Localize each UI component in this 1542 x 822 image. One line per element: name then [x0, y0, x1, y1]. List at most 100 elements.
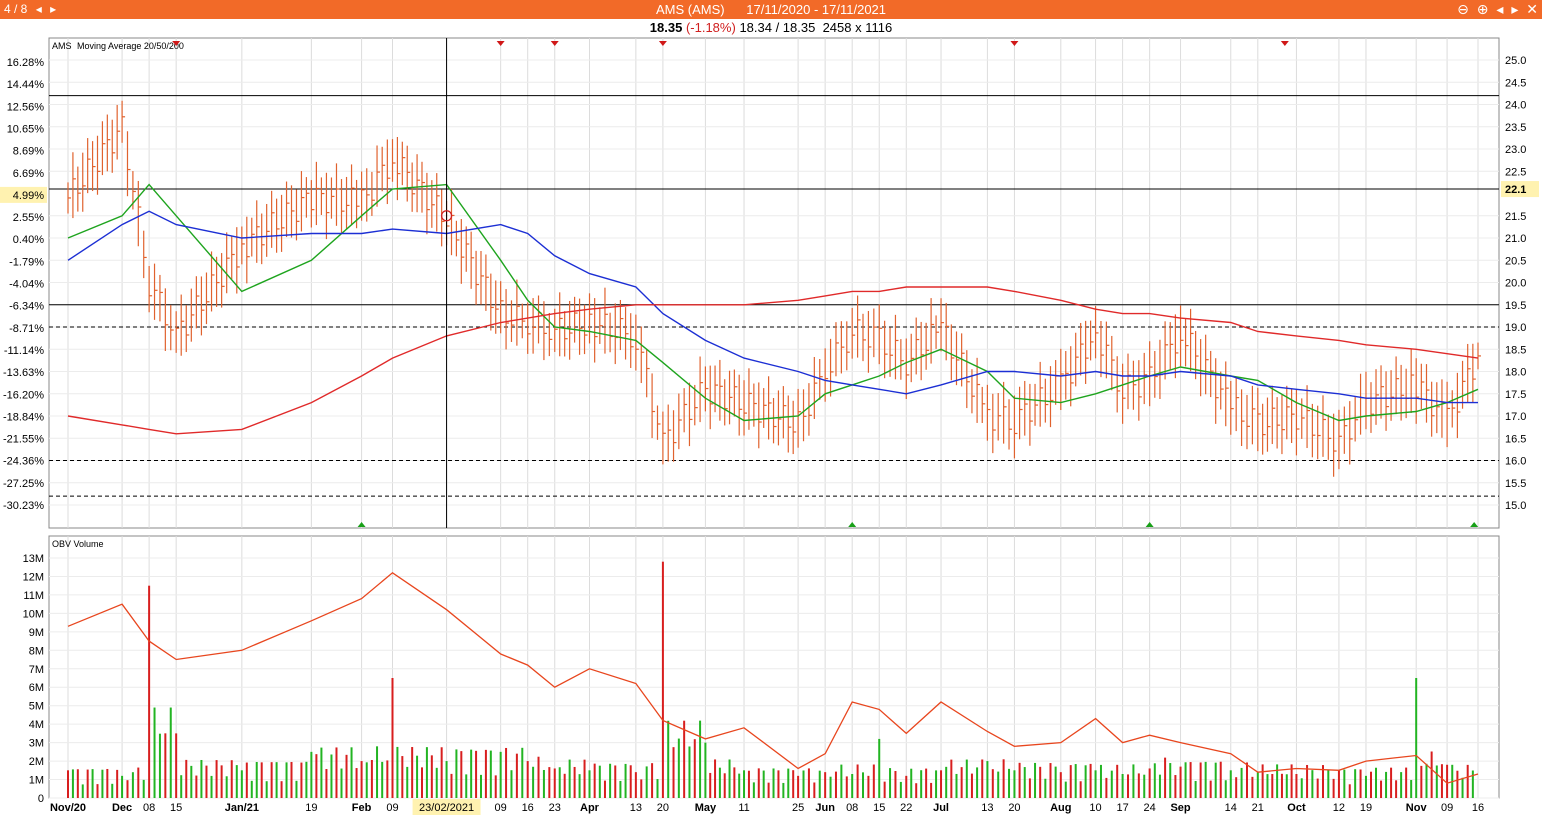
- x-tick-label: Apr: [580, 802, 600, 814]
- scroll-left-icon[interactable]: ◂: [1496, 1, 1504, 17]
- volume-bar: [563, 773, 566, 798]
- volume-axis-tick: 10M: [23, 608, 44, 620]
- volume-bar: [1256, 772, 1259, 798]
- sell-signal-marker: [496, 41, 505, 46]
- volume-bar: [905, 775, 908, 798]
- volume-bar: [76, 769, 79, 798]
- previous-chart-icon[interactable]: ◂: [35, 2, 42, 16]
- volume-bar: [330, 754, 333, 798]
- x-tick-label: 10: [1089, 802, 1101, 814]
- right-axis-tick: 19.0: [1505, 322, 1526, 334]
- volume-bar: [280, 781, 283, 798]
- volume-bar: [693, 739, 696, 798]
- volume-bar: [175, 733, 178, 798]
- volume-bar: [609, 763, 612, 798]
- volume-panel: [48, 535, 1500, 799]
- volume-bar: [1461, 777, 1464, 798]
- volume-bar: [391, 678, 394, 798]
- volume-bar: [440, 747, 443, 798]
- x-tick-label: 24: [1144, 802, 1156, 814]
- ma20-line: [67, 183, 1479, 422]
- volume-bar: [1285, 774, 1288, 798]
- volume-bar: [598, 765, 601, 798]
- scroll-right-icon[interactable]: ▸: [1511, 1, 1519, 17]
- volume-bar: [667, 720, 670, 798]
- volume-bar: [1028, 778, 1031, 798]
- volume-bar: [1261, 764, 1264, 798]
- left-axis-tick: -4.04%: [9, 279, 44, 291]
- chart-navigation: 4 / 8 ◂ ▸: [4, 2, 61, 16]
- volume-bar: [856, 764, 859, 798]
- volume-bar: [505, 747, 508, 798]
- zoom-out-icon[interactable]: ⊖: [1457, 1, 1469, 17]
- buy-signal-marker: [848, 522, 857, 527]
- volume-bar: [935, 770, 938, 798]
- price-legend: Moving Average 20/50/200: [77, 41, 184, 51]
- volume-bar: [200, 759, 203, 798]
- chart-counter: 4 / 8: [4, 2, 28, 16]
- volume-bar: [1164, 757, 1167, 798]
- right-axis-tick: 17.5: [1505, 389, 1526, 401]
- volume-bar: [71, 769, 74, 798]
- volume-bar: [295, 780, 298, 798]
- volume-bar: [1002, 759, 1005, 798]
- next-chart-icon[interactable]: ▸: [50, 2, 57, 16]
- volume-bar: [1251, 776, 1254, 798]
- volume-bar: [593, 763, 596, 798]
- volume-bar: [1105, 777, 1108, 798]
- left-axis-tick: -6.34%: [9, 301, 44, 313]
- x-tick-label: 13: [630, 802, 642, 814]
- volume-bar: [1204, 761, 1207, 798]
- volume-bar: [1023, 767, 1026, 798]
- volume-bar: [91, 769, 94, 798]
- volume-bar: [1425, 763, 1428, 798]
- volume-bar: [1116, 764, 1119, 798]
- volume-bar: [1219, 761, 1222, 798]
- volume-bar: [619, 780, 622, 798]
- left-axis-tick: 16.28%: [7, 57, 45, 69]
- sell-signal-marker: [1010, 41, 1019, 46]
- volume-bar: [704, 742, 707, 798]
- volume-axis-tick: 12M: [23, 571, 44, 583]
- volume-bar: [960, 767, 963, 798]
- volume-bar: [1137, 773, 1140, 798]
- volume-bar: [986, 761, 989, 798]
- right-axis-tick: 17.0: [1505, 411, 1526, 423]
- left-axis-tick: -24.36%: [3, 456, 44, 468]
- volume-bar: [416, 755, 419, 798]
- volume-axis-tick: 7M: [29, 664, 44, 676]
- x-tick-label: 08: [846, 802, 858, 814]
- volume-bar: [965, 759, 968, 798]
- volume-bar: [1332, 778, 1335, 798]
- volume-bar: [672, 747, 675, 798]
- volume-bar: [1153, 763, 1156, 798]
- volume-bar: [340, 768, 343, 798]
- volume-bar: [270, 762, 273, 798]
- zoom-in-icon[interactable]: ⊕: [1476, 1, 1489, 17]
- volume-bar: [1214, 762, 1217, 798]
- sell-signal-marker: [658, 41, 667, 46]
- volume-bar: [558, 767, 561, 798]
- volume-bar: [484, 749, 487, 798]
- volume-bar: [1327, 769, 1330, 798]
- obv-line: [67, 571, 1479, 784]
- volume-bar: [1245, 762, 1248, 798]
- volume-bar: [126, 780, 129, 798]
- volume-bar: [568, 759, 571, 798]
- volume-bar: [688, 746, 691, 798]
- x-tick-label: 08: [143, 802, 155, 814]
- close-icon[interactable]: ✕: [1526, 1, 1538, 17]
- volume-bar: [709, 772, 712, 798]
- left-axis-tick: -21.55%: [3, 434, 44, 446]
- volume-bar: [220, 765, 223, 798]
- volume-bar: [1337, 770, 1340, 798]
- percent-highlight-box: [0, 186, 47, 203]
- volume-bar: [824, 772, 827, 798]
- x-tick-label: 16: [522, 802, 534, 814]
- left-axis-tick: -16.20%: [3, 389, 44, 401]
- x-tick-label: 17: [1116, 802, 1128, 814]
- volume-bar: [757, 768, 760, 798]
- volume-bar: [645, 766, 648, 798]
- volume-bar: [1148, 768, 1151, 798]
